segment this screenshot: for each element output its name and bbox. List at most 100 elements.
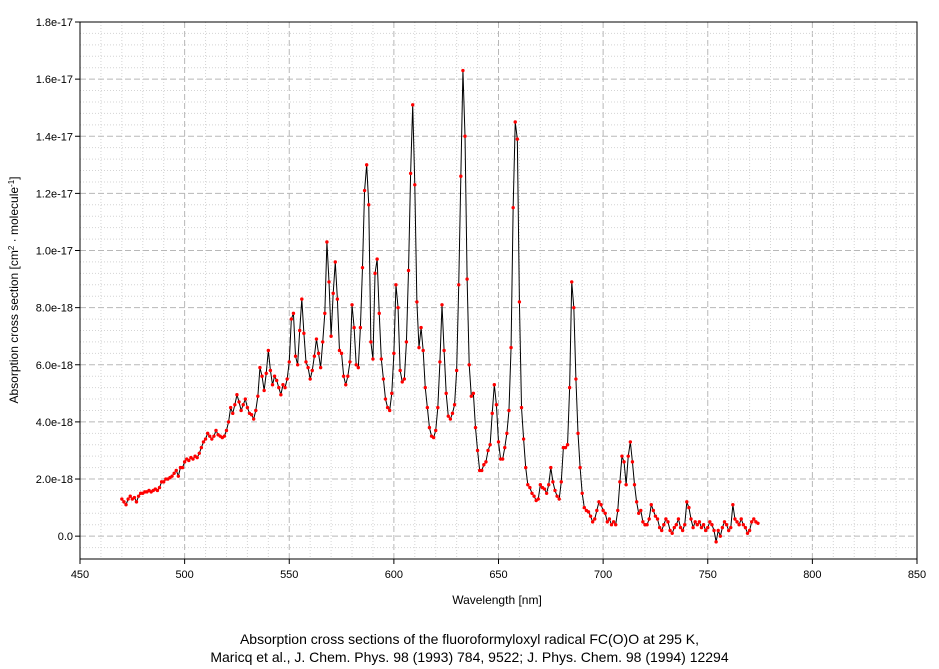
data-point: [729, 525, 733, 530]
data-point: [318, 365, 323, 370]
data-point: [264, 371, 268, 376]
data-point: [567, 385, 572, 390]
caption-line-1: Absorption cross sections of the fluorof…: [239, 631, 700, 647]
data-point: [488, 443, 492, 447]
data-point: [657, 525, 662, 530]
data-point: [406, 268, 411, 273]
data-point: [195, 455, 199, 460]
data-point: [172, 471, 176, 476]
data-point: [423, 385, 427, 390]
data-point: [459, 174, 463, 178]
data-point: [354, 363, 358, 367]
data-point: [442, 348, 446, 353]
data-point: [482, 463, 486, 467]
data-point: [486, 448, 490, 453]
data-point: [341, 374, 346, 378]
data-point: [641, 520, 645, 524]
data-point: [260, 374, 264, 378]
data-point: [503, 445, 507, 450]
data-point: [515, 137, 520, 141]
data-point: [325, 240, 329, 244]
data-point: [419, 325, 423, 330]
data-point: [413, 183, 417, 187]
data-point: [417, 345, 421, 350]
data-point: [300, 297, 304, 301]
data-point: [726, 528, 731, 533]
data-point: [415, 300, 419, 304]
data-point: [557, 497, 561, 501]
data-point: [400, 380, 404, 384]
data-point: [120, 497, 124, 501]
data-point: [450, 411, 455, 416]
x-axis-ticks: 450 500 550 600 650 700 750 800 850: [71, 559, 926, 581]
data-point: [274, 378, 279, 383]
data-point: [258, 365, 262, 370]
data-point: [438, 360, 442, 364]
data-point: [162, 480, 166, 484]
data-point: [448, 417, 453, 421]
data-point: [277, 385, 281, 390]
data-point: [331, 291, 335, 296]
data-point: [295, 363, 300, 367]
data-point: [375, 257, 379, 261]
data-point: [266, 348, 271, 353]
data-point: [262, 388, 266, 393]
data-point: [469, 394, 473, 398]
data-point: [289, 317, 294, 321]
data-point: [465, 277, 469, 281]
data-point: [385, 405, 390, 410]
y-axis-label-main: Absorption cross section [cm: [7, 250, 21, 403]
data-point: [743, 525, 748, 530]
data-point: [708, 520, 712, 524]
data-point: [241, 403, 245, 407]
data-point: [128, 494, 132, 498]
data-point: [155, 488, 160, 493]
data-point: [187, 458, 191, 463]
data-point: [467, 363, 471, 367]
data-point: [563, 445, 568, 450]
data-point: [706, 525, 710, 530]
data-point: [452, 403, 457, 407]
data-point: [440, 303, 444, 307]
data-point: [170, 474, 174, 478]
data-point: [595, 508, 599, 513]
data-point: [371, 357, 375, 361]
data-point: [134, 500, 139, 504]
y-axis-label-end: ]: [7, 176, 21, 179]
data-point: [302, 331, 306, 336]
data-point: [360, 265, 365, 270]
data-point: [714, 540, 718, 544]
data-point: [752, 517, 756, 521]
y-tick-label: 2.0e-18: [36, 474, 73, 486]
y-axis-label-sup1: 2: [7, 245, 16, 250]
data-point: [348, 360, 352, 364]
data-point: [647, 517, 651, 521]
y-tick-label: 6.0e-18: [36, 360, 73, 372]
data-point: [634, 500, 639, 504]
data-point: [358, 325, 363, 330]
data-point: [124, 503, 128, 507]
data-point: [756, 521, 760, 525]
data-point: [203, 437, 208, 441]
data-point: [344, 383, 348, 387]
data-point: [747, 528, 752, 533]
data-point: [427, 425, 432, 430]
data-point: [214, 428, 218, 433]
data-point: [239, 408, 243, 413]
data-point: [722, 520, 727, 524]
data-point: [373, 271, 377, 276]
y-tick-label: 1.2e-17: [36, 188, 73, 200]
data-point: [279, 393, 283, 397]
data-point: [231, 411, 235, 416]
y-tick-label: 4.0e-18: [36, 417, 73, 429]
x-tick-label: 650: [489, 569, 507, 581]
data-point: [572, 305, 576, 310]
data-point: [383, 397, 388, 401]
data-point: [199, 445, 204, 450]
data-point: [517, 300, 522, 304]
data-point: [528, 485, 532, 490]
data-point: [576, 431, 580, 436]
data-point: [174, 468, 178, 473]
grid: [80, 22, 917, 559]
